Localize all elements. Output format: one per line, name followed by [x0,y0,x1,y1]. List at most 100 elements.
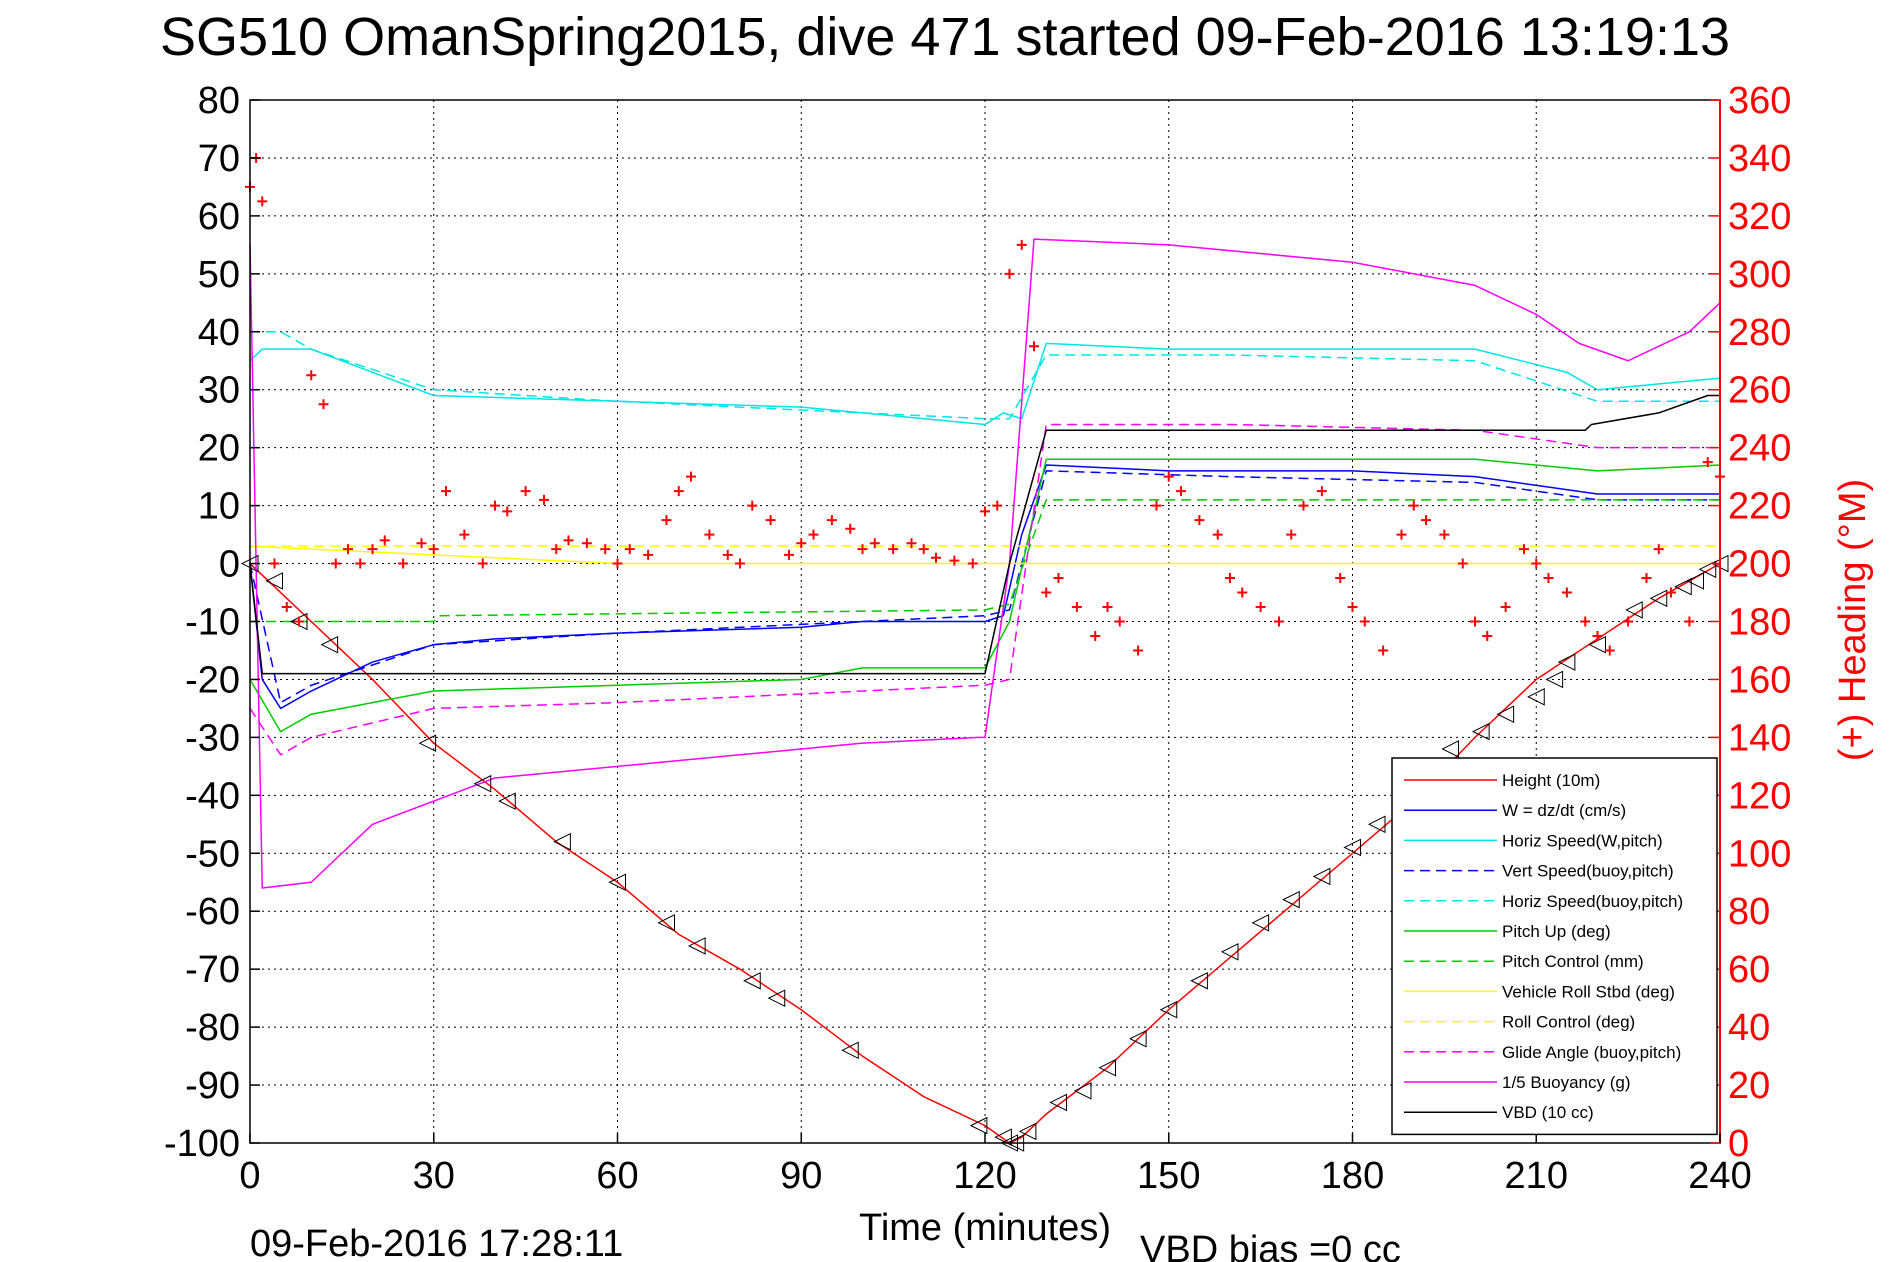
heading-marker [1255,602,1266,613]
height-marker [265,572,283,590]
heading-marker [888,544,899,555]
legend-entry: VBD (10 cc) [1502,1103,1594,1122]
y-tick-label: -80 [185,1007,240,1049]
heading-marker [796,538,807,549]
heading-marker [428,544,439,555]
heading-marker [490,500,500,511]
heading-marker [1470,616,1480,627]
y-tick-label: 60 [198,196,240,238]
heading-marker [869,538,880,549]
heading-marker [1041,587,1052,598]
height-marker [418,734,437,752]
x-tick-label: 60 [596,1155,638,1197]
heading-marker [551,544,562,555]
heading-marker [1335,573,1346,584]
x-tick-label: 150 [1137,1155,1200,1197]
heading-marker [281,602,292,613]
series-line [249,238,1721,889]
heading-marker [992,500,1003,511]
heading-marker [747,500,758,511]
y2-tick-label: 320 [1728,196,1791,238]
height-marker [1674,577,1692,596]
series-line [250,499,1720,623]
heading-marker [318,399,329,410]
heading-marker [967,558,978,569]
height-marker [1527,688,1545,706]
height-marker [1312,867,1331,886]
legend-entry: Vert Speed(buoy,pitch) [1502,862,1674,881]
legend-entry: Pitch Up (deg) [1502,922,1611,941]
height-marker [473,774,492,793]
heading-marker [1653,544,1664,555]
heading-marker [502,506,513,517]
y2-tick-label: 40 [1728,1007,1770,1049]
x-tick-label: 90 [780,1155,822,1197]
y-tick-label: 10 [198,486,240,528]
y2-tick-label: 220 [1728,486,1791,528]
heading-marker [1604,645,1615,656]
heading-marker [673,486,684,497]
x-axis-ticks: 0 30 60 90 120 150 180 210 240 [239,1133,1752,1197]
heading-marker [931,552,941,563]
y2-tick-label: 60 [1728,949,1770,991]
y-tick-label: -20 [185,659,240,701]
legend-entry: W = dz/dt (cm/s) [1502,801,1626,820]
heading-marker [735,558,745,569]
heading-marker [477,558,488,569]
x-tick-label: 240 [1688,1155,1751,1197]
heading-marker [1029,341,1039,352]
heading-marker [1053,573,1064,584]
y-tick-label: 0 [219,544,240,586]
heading-marker [686,471,696,482]
heading-marker [1396,529,1407,540]
height-marker [1625,601,1643,619]
y-tick-label: 50 [198,254,240,296]
footer-vbd-bias: VBD bias =0 cc [1140,1229,1401,1262]
y-tick-label: -70 [185,949,240,991]
y-tick-label: 40 [198,312,240,354]
footer-date: 09-Feb-2016 17:28:11 [250,1223,623,1262]
heading-marker [1212,529,1223,540]
heading-marker [1421,515,1431,526]
heading-marker [355,558,366,569]
x-tick-label: 120 [953,1155,1016,1197]
heading-marker [624,544,635,555]
heading-marker [600,544,611,555]
heading-marker [845,523,856,534]
y2-tick-label: 300 [1728,254,1791,296]
heading-marker [1114,616,1125,627]
heading-marker [1439,529,1450,540]
heading-marker [1623,616,1634,627]
y2-tick-label: 360 [1728,80,1791,122]
heading-marker [857,544,868,555]
x-tick-label: 210 [1505,1155,1568,1197]
heading-marker [612,558,623,569]
height-marker [841,1041,859,1060]
right-axis-label: (+) Heading (°M) [1832,479,1874,761]
heading-marker [1580,616,1591,627]
heading-marker [1133,645,1144,656]
heading-marker [1151,500,1162,511]
height-marker [1545,670,1564,689]
height-marker [1073,1082,1092,1100]
heading-marker [1359,616,1370,627]
heading-marker [784,549,794,560]
series-line [249,423,1720,756]
legend-entry: Pitch Control (mm) [1502,952,1644,971]
chart-title: SG510 OmanSpring2015, dive 471 started 0… [160,7,1730,67]
y2-tick-label: 340 [1728,138,1791,180]
height-marker [1472,722,1490,741]
y2-tick-label: 200 [1728,544,1791,586]
heading-marker [581,538,592,549]
heading-marker [1702,457,1713,468]
legend-entry: Glide Angle (buoy,pitch) [1502,1043,1681,1062]
height-marker [1018,1122,1037,1141]
y-tick-label: -90 [185,1065,240,1107]
heading-marker [367,544,378,555]
height-marker [1129,1029,1147,1048]
heading-marker [1641,573,1652,584]
y2-tick-label: 260 [1728,370,1791,412]
height-marker [320,635,339,654]
marker-layer [240,152,1729,1152]
